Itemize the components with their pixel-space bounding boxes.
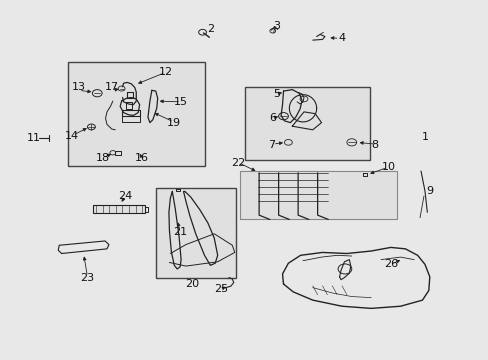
Text: 4: 4 [338,33,345,43]
Text: 26: 26 [383,259,397,269]
Text: 9: 9 [426,186,432,197]
Text: 24: 24 [118,191,132,201]
Text: 8: 8 [371,140,378,150]
Text: 14: 14 [64,131,78,141]
Text: 6: 6 [269,113,276,123]
Text: 3: 3 [272,21,279,31]
FancyBboxPatch shape [93,205,144,213]
Text: 20: 20 [184,279,199,289]
Text: 19: 19 [166,118,181,128]
Text: 5: 5 [272,89,279,99]
Text: 16: 16 [135,153,149,163]
Text: 2: 2 [206,24,213,35]
FancyBboxPatch shape [245,87,369,160]
Text: 13: 13 [72,82,85,93]
Text: 11: 11 [27,133,41,143]
Text: 17: 17 [104,82,119,93]
Text: 15: 15 [174,97,188,107]
Text: 10: 10 [381,162,394,172]
FancyBboxPatch shape [156,188,235,278]
Text: 21: 21 [173,227,187,237]
Text: 25: 25 [214,284,228,294]
Text: 12: 12 [158,67,172,77]
Text: 18: 18 [96,153,110,163]
Text: 22: 22 [231,158,245,168]
Text: 23: 23 [80,273,94,283]
FancyBboxPatch shape [239,171,396,219]
Text: 7: 7 [267,140,274,150]
FancyBboxPatch shape [68,62,204,166]
Text: 1: 1 [421,132,427,142]
